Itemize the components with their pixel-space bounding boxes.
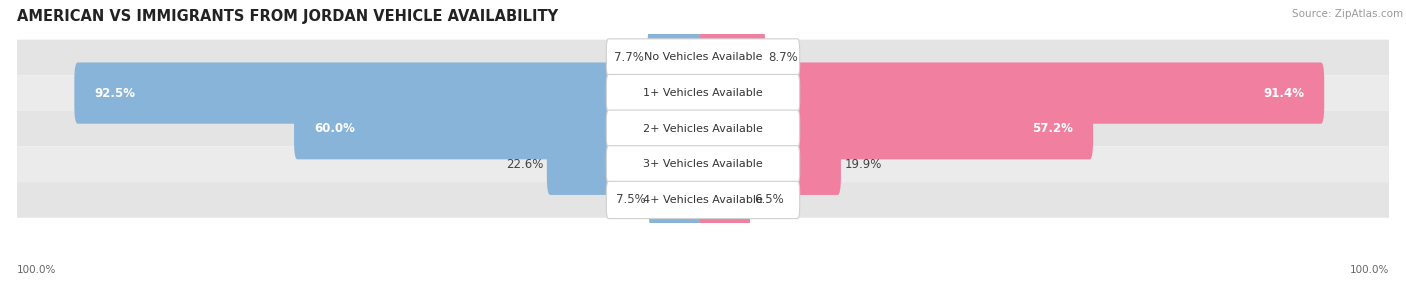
Text: 7.7%: 7.7% — [614, 51, 644, 64]
FancyBboxPatch shape — [17, 182, 1389, 218]
FancyBboxPatch shape — [17, 146, 1389, 182]
Text: 100.0%: 100.0% — [1350, 265, 1389, 275]
FancyBboxPatch shape — [606, 39, 800, 76]
FancyBboxPatch shape — [700, 98, 1092, 159]
Text: 100.0%: 100.0% — [17, 265, 56, 275]
Text: 7.5%: 7.5% — [616, 193, 645, 206]
Text: 91.4%: 91.4% — [1263, 87, 1303, 100]
FancyBboxPatch shape — [700, 62, 1324, 124]
Text: 4+ Vehicles Available: 4+ Vehicles Available — [643, 195, 763, 205]
FancyBboxPatch shape — [17, 111, 1389, 146]
FancyBboxPatch shape — [547, 134, 706, 195]
Text: 22.6%: 22.6% — [506, 158, 544, 171]
Text: 6.5%: 6.5% — [754, 193, 783, 206]
FancyBboxPatch shape — [606, 110, 800, 147]
Text: 19.9%: 19.9% — [844, 158, 882, 171]
FancyBboxPatch shape — [700, 27, 765, 88]
FancyBboxPatch shape — [17, 40, 1389, 75]
Text: 92.5%: 92.5% — [94, 87, 135, 100]
FancyBboxPatch shape — [75, 62, 706, 124]
Text: 3+ Vehicles Available: 3+ Vehicles Available — [643, 159, 763, 169]
FancyBboxPatch shape — [294, 98, 706, 159]
FancyBboxPatch shape — [606, 146, 800, 183]
FancyBboxPatch shape — [17, 75, 1389, 111]
FancyBboxPatch shape — [650, 169, 706, 231]
Text: 60.0%: 60.0% — [315, 122, 356, 135]
FancyBboxPatch shape — [648, 27, 706, 88]
Text: 57.2%: 57.2% — [1032, 122, 1073, 135]
FancyBboxPatch shape — [700, 169, 751, 231]
Text: AMERICAN VS IMMIGRANTS FROM JORDAN VEHICLE AVAILABILITY: AMERICAN VS IMMIGRANTS FROM JORDAN VEHIC… — [17, 9, 558, 23]
Text: Source: ZipAtlas.com: Source: ZipAtlas.com — [1292, 9, 1403, 19]
FancyBboxPatch shape — [606, 74, 800, 112]
Text: 1+ Vehicles Available: 1+ Vehicles Available — [643, 88, 763, 98]
Text: 8.7%: 8.7% — [769, 51, 799, 64]
FancyBboxPatch shape — [606, 181, 800, 219]
Text: No Vehicles Available: No Vehicles Available — [644, 52, 762, 62]
FancyBboxPatch shape — [700, 134, 841, 195]
Text: 2+ Vehicles Available: 2+ Vehicles Available — [643, 124, 763, 134]
